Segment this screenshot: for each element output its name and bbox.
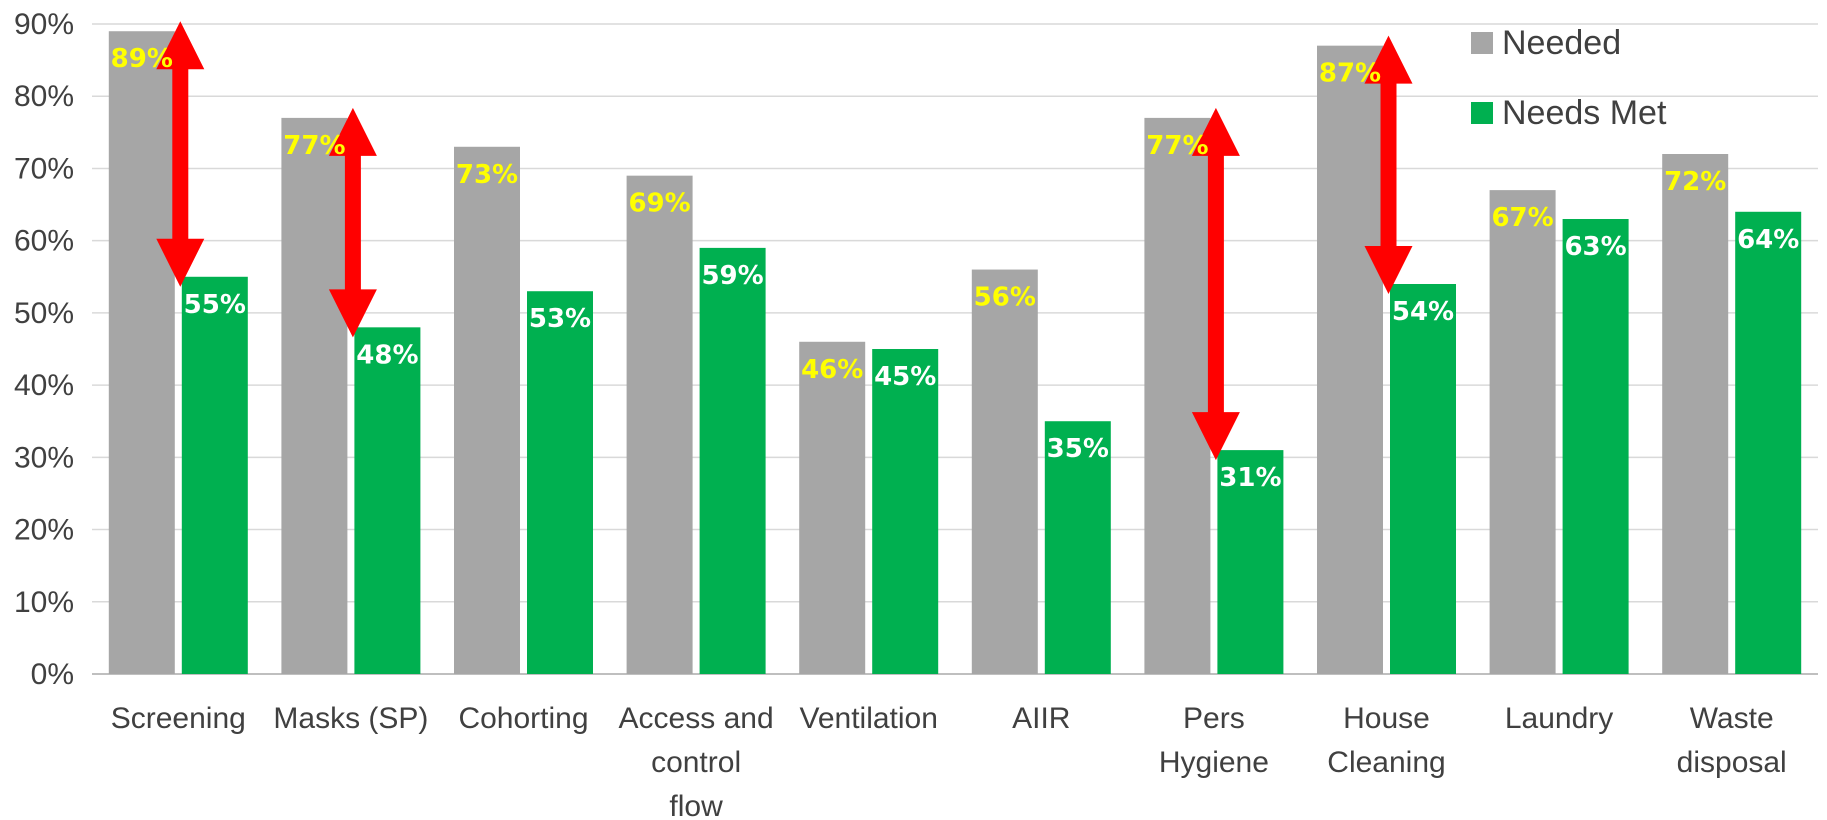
data-label: 72% [1664,167,1726,197]
bar-needed [1489,190,1556,674]
x-category-label: Screening [111,702,246,735]
data-label: 73% [456,160,518,190]
x-category-label: Masks (SP) [273,702,428,735]
legend-swatch [1471,32,1493,54]
y-tick-label: 0% [31,658,74,691]
bar-needs-met [354,327,421,674]
bar-needed [1317,45,1383,674]
y-tick-label: 20% [14,514,74,547]
gap-arrow [328,107,377,338]
legend-label: Needed [1502,24,1621,62]
x-category-label: Waste disposal [1677,702,1787,779]
x-category-label: AIIR [1012,702,1070,735]
bar-needed [1144,117,1211,674]
legend: Needed Needs Met [1471,24,1667,132]
data-label: 56% [974,283,1036,313]
data-label: 64% [1737,225,1799,255]
bar-needs-met [1217,450,1284,674]
y-axis-ticks: 0% 10% 20% 30% 40% 50% 60% 70% 80% 90% [14,8,74,691]
x-axis-categories: Screening Masks (SP) Cohorting Access and co… [111,702,1787,820]
gap-arrow [1364,35,1413,295]
bar-needs-met [181,276,248,674]
data-label: 89% [111,44,173,74]
bar-needed [281,117,348,674]
data-label: 77% [1146,131,1208,161]
bars [108,31,1802,674]
bar-needed [971,269,1038,674]
data-label: 77% [283,131,345,161]
data-label: 54% [1392,297,1454,327]
data-label: 45% [874,362,936,392]
bar-needs-met [1044,421,1111,674]
x-category-label: House Cleaning [1327,702,1445,779]
bar-needs-met [699,247,766,674]
data-label: 63% [1564,232,1626,262]
bar-needed [1662,154,1729,674]
y-tick-label: 60% [14,225,74,258]
y-tick-label: 40% [14,369,74,402]
legend-label: Needs Met [1502,94,1667,132]
bar-needs-met [1562,219,1629,674]
bar-needs-met [872,349,939,674]
bar-needed [626,175,693,674]
bar-needs-met [1735,211,1802,674]
data-labels: 89% 55% 77% 48% 73% 53% 69% 59% 46% 45% 56% 35% 77% 3… [111,44,1800,493]
y-tick-label: 80% [14,80,74,113]
x-category-label: Pers Hygiene [1159,702,1269,779]
data-label: 69% [628,189,690,219]
bar-needed [799,341,866,674]
data-label: 48% [356,340,418,370]
y-tick-label: 30% [14,441,74,474]
bar-needed [108,31,175,674]
data-label: 59% [701,261,763,291]
y-tick-label: 90% [14,8,74,41]
y-tick-label: 50% [14,297,74,330]
gap-arrows [156,21,1413,461]
gap-arrow [156,21,205,287]
data-label: 67% [1491,203,1553,233]
data-label: 46% [801,355,863,385]
data-label: 35% [1047,434,1109,464]
data-label: 87% [1319,59,1381,89]
x-category-label: Cohorting [458,702,588,735]
y-tick-label: 70% [14,152,74,185]
x-category-label: Access and control flow [619,702,774,820]
data-label: 55% [184,290,246,320]
bar-needed [454,146,520,674]
data-label: 31% [1219,463,1281,493]
x-category-label: Ventilation [799,702,937,735]
legend-swatch [1471,102,1493,124]
y-tick-label: 10% [14,586,74,619]
gap-arrow [1191,107,1240,461]
data-label: 53% [529,304,591,334]
bar-needs-met [1390,284,1456,674]
x-category-label: Laundry [1505,702,1613,735]
bar-needs-met [527,291,593,674]
